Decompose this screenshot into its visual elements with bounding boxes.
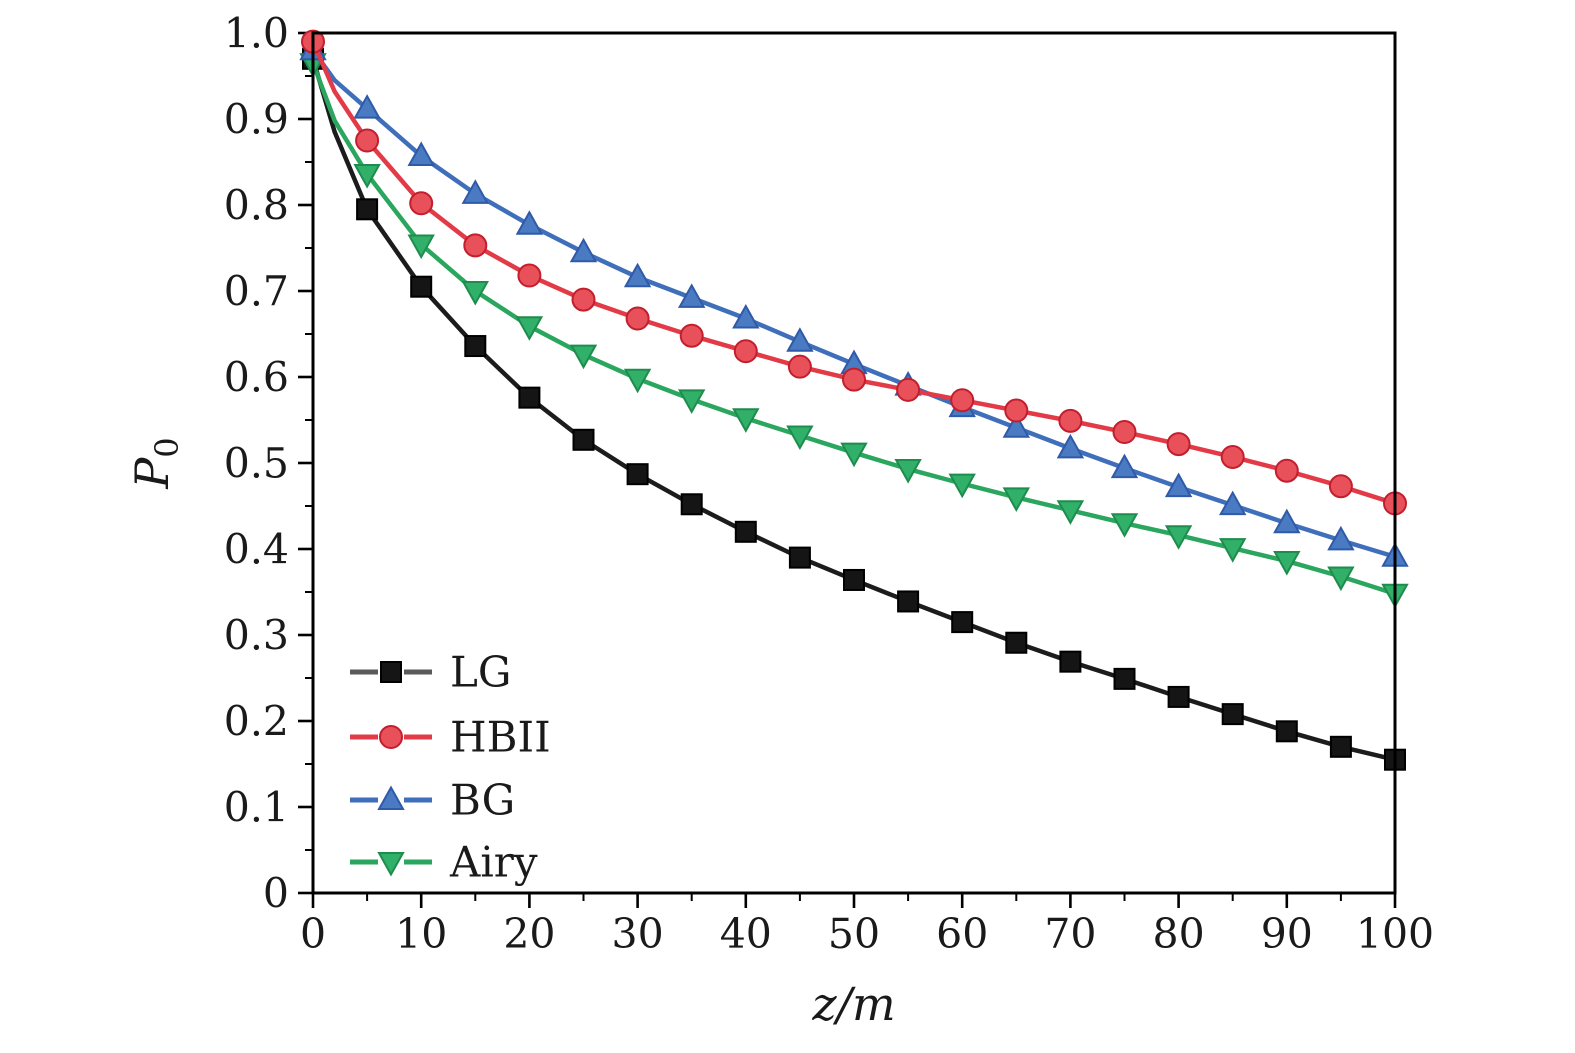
legend: LG HBII BG Airy [350,648,551,887]
x-tick-label: 30 [612,910,664,958]
y-axis-label: P0 [125,437,186,489]
series-Airy [299,53,1409,609]
x-tick-label: 100 [1356,910,1434,958]
y-tick-label: 0.5 [224,439,289,487]
legend-label-LG: LG [450,648,511,697]
y-tick-label: 0 [263,869,289,917]
y-tick-label: 0.4 [224,525,289,573]
y-tick-labels: 0 0.1 0.2 0.3 0.4 0.5 0.6 0.7 0.8 0.9 1.0 [224,9,289,917]
y-tick-label: 0.8 [224,181,289,229]
x-tick-label: 20 [503,910,555,958]
major-ticks [298,31,1397,908]
series-line-BG [310,47,1398,559]
x-tick-label: 90 [1261,910,1313,958]
series-HBII [301,29,1407,516]
y-tick-label: 0.1 [224,783,289,831]
series-markers-Airy [299,53,1409,609]
x-tick-label: 60 [936,910,988,958]
legend-label-BG: BG [450,776,515,825]
y-tick-label: 0.6 [224,353,289,401]
y-tick-label: 0.3 [224,611,289,659]
x-tick-label: 40 [720,910,772,958]
y-tick-label: 0.9 [224,95,289,143]
y-tick-label: 1.0 [224,9,289,57]
series-line-Airy [310,60,1398,596]
series-markers-HBII [301,29,1407,516]
y-tick-label: 0.7 [224,267,289,315]
x-tick-label: 50 [828,910,880,958]
series-line-HBII [310,39,1398,506]
x-axis-label: z/m [811,977,895,1031]
axis-box [311,31,1397,895]
legend-label-HBII: HBII [450,713,551,762]
x-tick-label: 80 [1153,910,1205,958]
x-tick-labels: 0 10 20 30 40 50 60 70 80 90 100 [300,910,1434,958]
x-tick-label: 70 [1044,910,1096,958]
legend-entry-HBII: HBII [350,713,551,762]
series-line-LG [310,56,1398,762]
x-tick-label: 0 [300,910,326,958]
legend-entry-Airy: Airy [350,838,538,887]
legend-entry-BG: BG [350,776,515,825]
x-tick-label: 10 [395,910,447,958]
legend-entry-LG: LG [350,648,511,697]
legend-label-Airy: Airy [449,838,538,887]
y-tick-label: 0.2 [224,697,289,745]
